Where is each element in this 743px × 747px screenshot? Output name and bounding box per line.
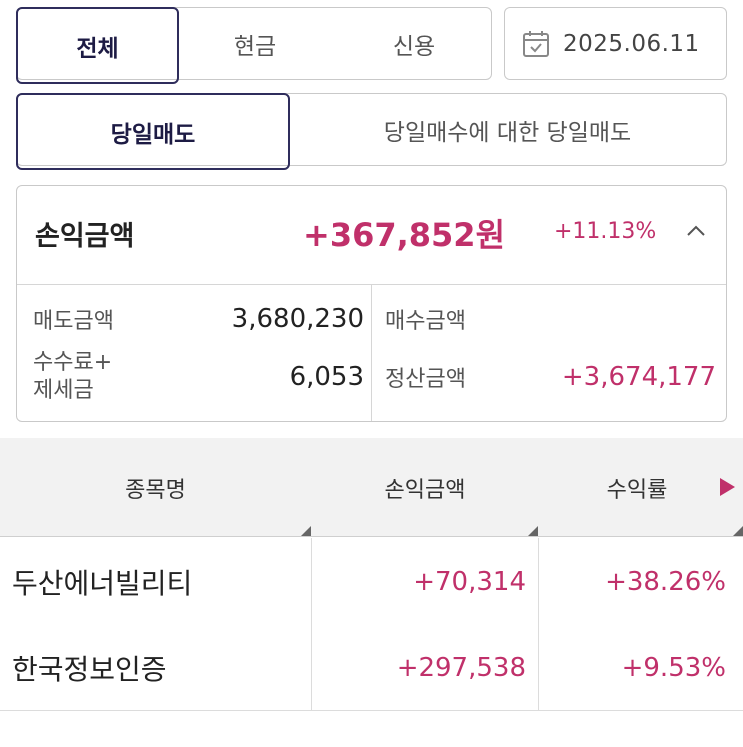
sort-marker-icon xyxy=(733,526,743,536)
date-value: 2025.06.11 xyxy=(563,30,700,57)
tab-same-day-buy-sell[interactable]: 당일매수에 대한 당일매도 xyxy=(383,119,632,146)
summary-divider xyxy=(371,284,372,421)
account-type-tabs: 전체 현금 신용 xyxy=(16,7,492,84)
sell-amount-value: 3,680,230 xyxy=(231,304,364,334)
settlement-label: 정산금액 xyxy=(385,367,466,392)
stock-rate: +38.26% xyxy=(605,566,726,597)
summary-header[interactable]: 손익금액 +367,852원 +11.13% xyxy=(17,186,726,285)
calendar-icon xyxy=(521,29,551,59)
column-header-profit[interactable]: 손익금액 xyxy=(384,477,466,503)
table-header: 종목명 손익금액 수익률 xyxy=(0,438,743,537)
column-divider xyxy=(538,538,539,625)
chevron-up-icon[interactable] xyxy=(685,220,707,242)
stock-profit: +70,314 xyxy=(413,566,526,597)
date-picker[interactable]: 2025.06.11 xyxy=(504,7,727,80)
profit-summary-card: 손익금액 +367,852원 +11.13% 매도금액 3,680,230 매수… xyxy=(16,185,727,422)
tab-credit[interactable]: 신용 xyxy=(392,33,436,60)
sort-marker-icon xyxy=(528,526,538,536)
trade-type-tabs: 당일매도 당일매수에 대한 당일매도 xyxy=(16,93,727,170)
column-divider xyxy=(311,624,312,711)
summary-profit-amount: +367,852원 xyxy=(303,216,506,254)
fee-tax-value: 6,053 xyxy=(289,362,364,392)
sell-amount-label: 매도금액 xyxy=(33,309,114,334)
sort-marker-icon xyxy=(301,526,311,536)
summary-profit-rate: +11.13% xyxy=(554,219,657,244)
stock-name: 한국정보인증 xyxy=(12,652,167,686)
buy-amount-label: 매수금액 xyxy=(385,309,466,334)
column-divider xyxy=(311,538,312,625)
table-row[interactable]: 한국정보인증 +297,538 +9.53% xyxy=(0,624,743,711)
fee-tax-label: 수수료+ 제세금 xyxy=(33,350,113,403)
stock-profit: +297,538 xyxy=(396,652,526,683)
summary-title: 손익금액 xyxy=(35,221,135,252)
tab-cash[interactable]: 현금 xyxy=(233,33,277,60)
settlement-value: +3,674,177 xyxy=(561,362,716,392)
table-row[interactable]: 두산에너빌리티 +70,314 +38.26% xyxy=(0,538,743,625)
scroll-right-arrow-icon[interactable] xyxy=(720,478,735,496)
tab-same-day-sell[interactable]: 당일매도 xyxy=(16,93,290,170)
column-divider xyxy=(538,624,539,711)
stock-name: 두산에너빌리티 xyxy=(12,566,193,600)
stock-rate: +9.53% xyxy=(621,652,726,683)
column-header-rate[interactable]: 수익률 xyxy=(606,477,668,503)
column-header-name[interactable]: 종목명 xyxy=(125,477,186,503)
tab-all[interactable]: 전체 xyxy=(16,7,179,84)
